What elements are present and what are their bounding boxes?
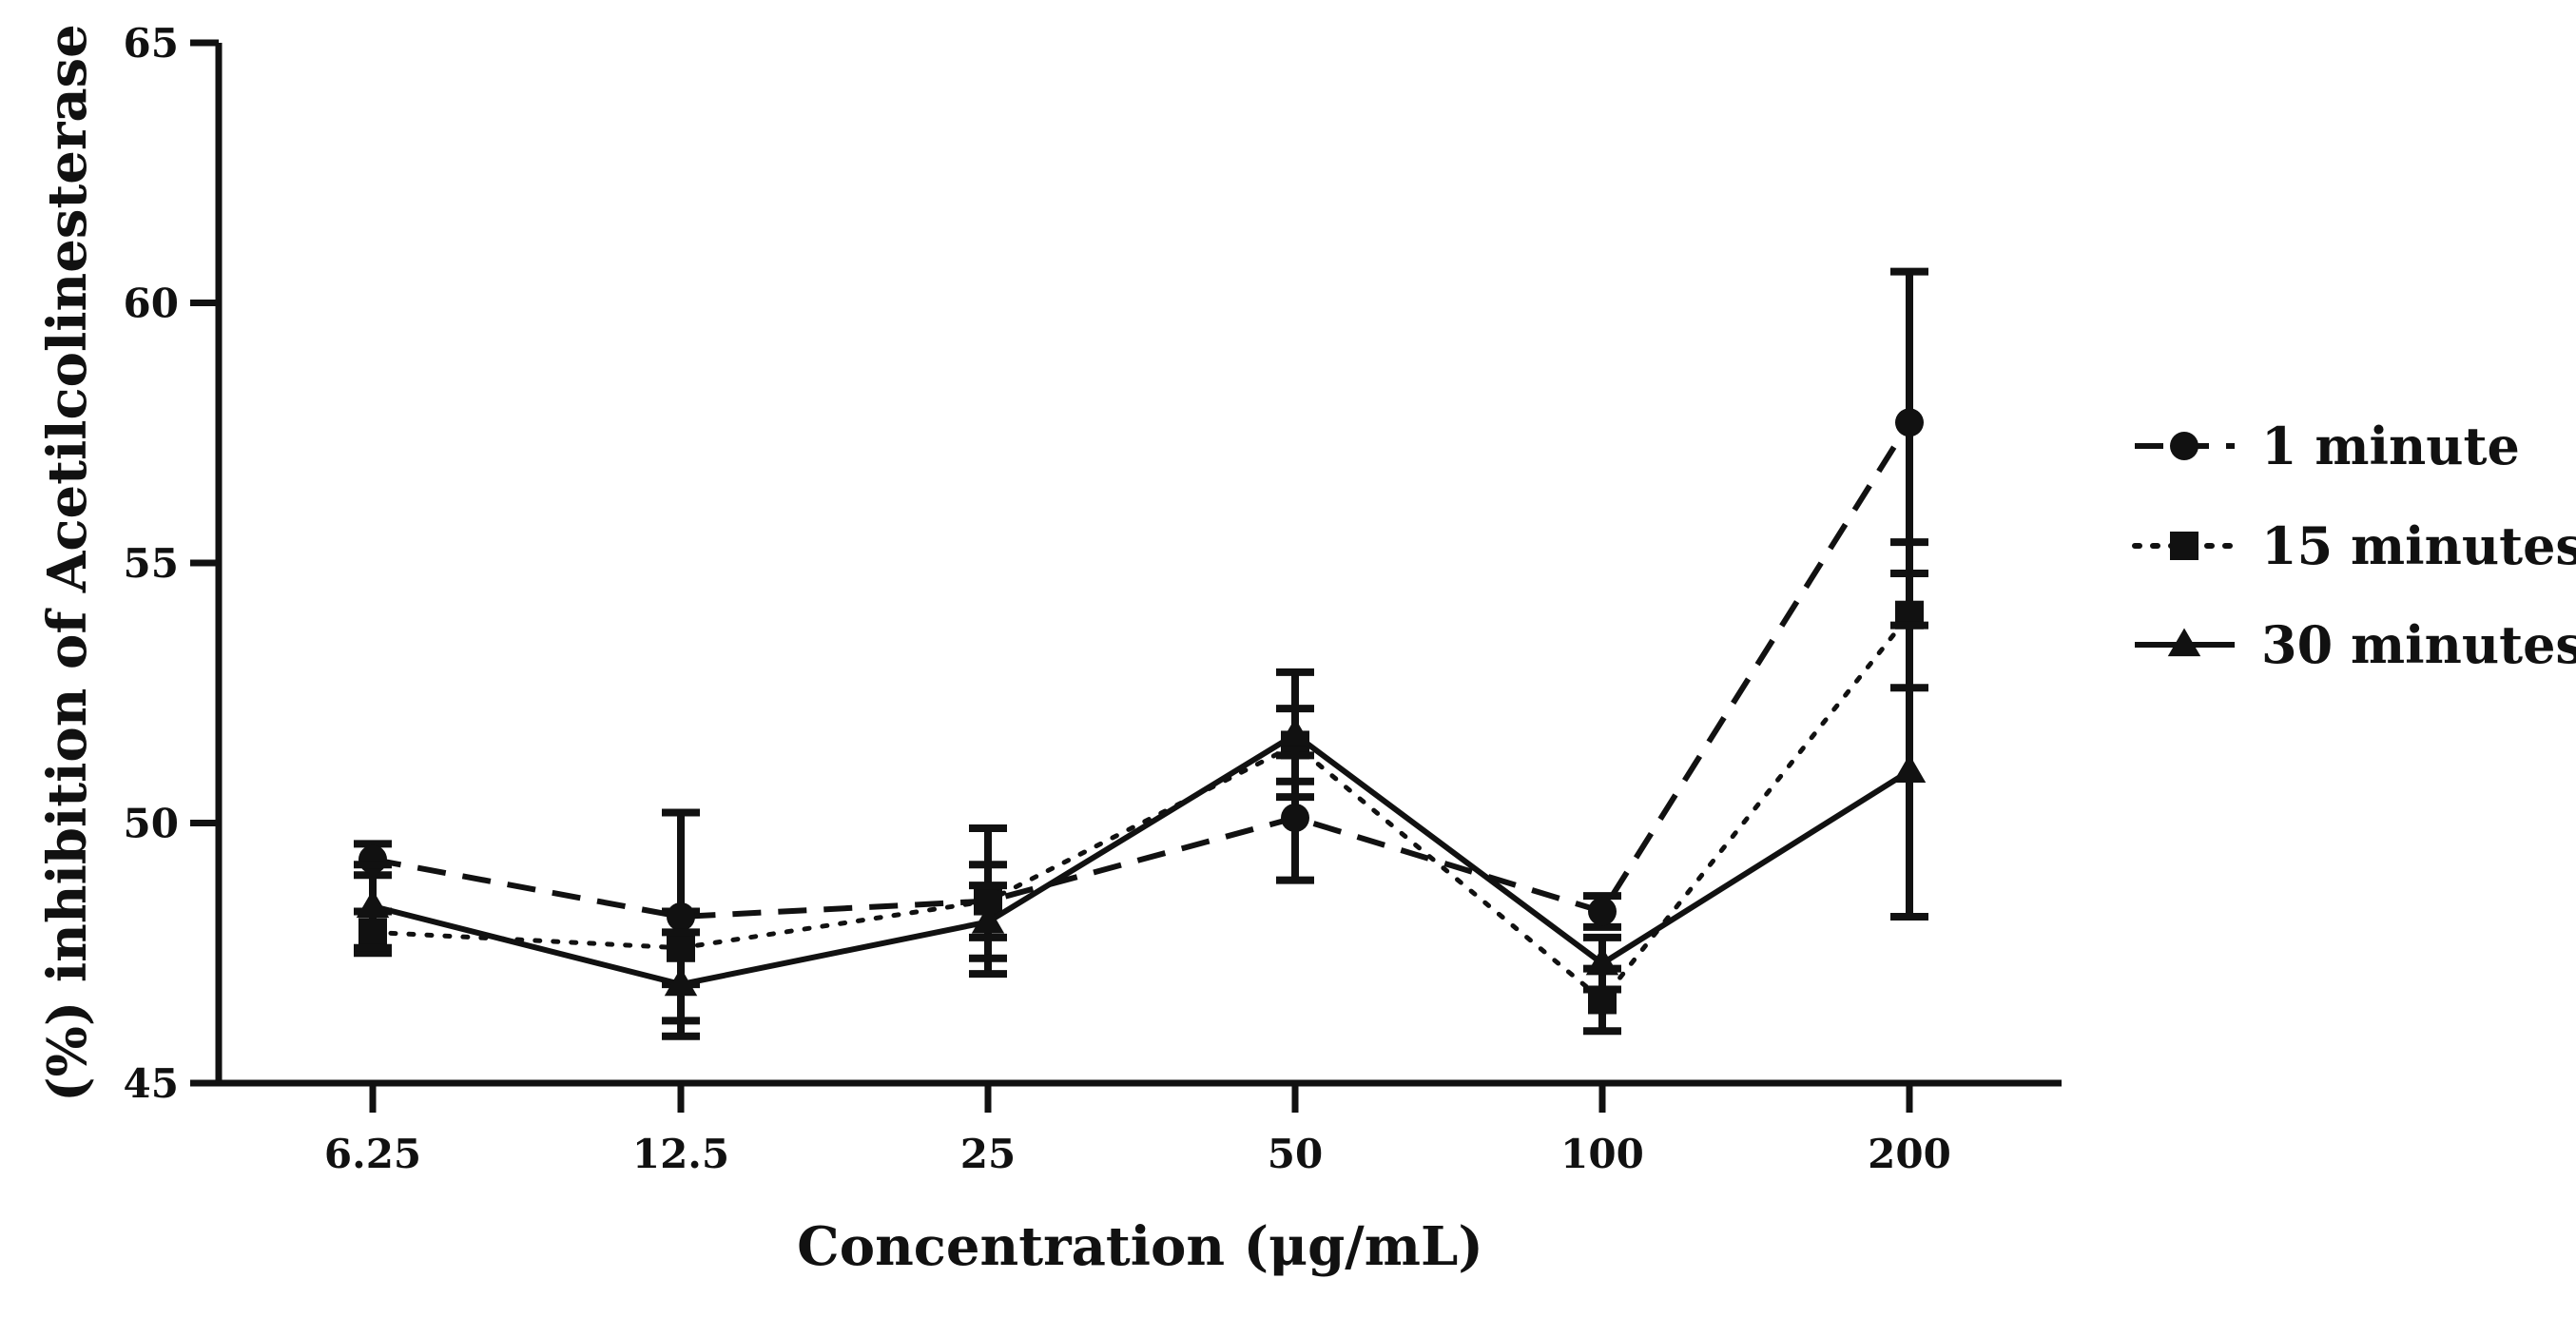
legend-label: 1 minute xyxy=(2261,416,2520,476)
series-triangle xyxy=(354,621,1928,1040)
series-line xyxy=(372,420,1912,920)
y-tick-label: 60 xyxy=(124,281,179,327)
legend-label: 30 minutes xyxy=(2261,614,2576,675)
y-tick-label: 45 xyxy=(124,1060,179,1107)
legend-item: 15 minutes xyxy=(2132,515,2576,576)
x-axis-label: Concentration (μg/mL) xyxy=(797,1215,1483,1278)
data-point xyxy=(1588,897,1617,926)
legend-label: 15 minutes xyxy=(2261,515,2576,576)
legend-marker xyxy=(2167,628,2201,657)
series-line xyxy=(372,730,1911,988)
axes xyxy=(215,43,2062,1087)
data-point xyxy=(971,904,1005,934)
x-ticks: 6.25 12.5 25 50 100 200 xyxy=(324,1083,1951,1177)
legend-marker xyxy=(2170,532,2198,560)
x-tick-label: 50 xyxy=(1268,1131,1323,1177)
x-tick-label: 6.25 xyxy=(324,1131,421,1177)
data-point xyxy=(1278,717,1312,746)
data-point xyxy=(1281,804,1309,833)
legend-item: 1 minute xyxy=(2135,416,2520,476)
legend-item: 30 minutes xyxy=(2135,614,2576,675)
series-layer xyxy=(354,267,1928,1040)
x-tick-label: 12.5 xyxy=(632,1131,729,1177)
x-tick-label: 200 xyxy=(1868,1131,1951,1177)
series-square xyxy=(354,538,1928,1036)
data-point xyxy=(1585,946,1619,976)
legend: 1 minute 15 minutes 30 minutes xyxy=(2132,416,2576,675)
y-ticks: 45 50 55 60 65 xyxy=(124,20,219,1107)
series-circle xyxy=(354,267,1928,1025)
data-point xyxy=(1895,408,1924,437)
data-point xyxy=(356,889,390,919)
y-axis-label: (%) inhibition of Acetilcolinesterase xyxy=(36,24,99,1102)
legend-marker xyxy=(2170,432,2198,460)
data-point xyxy=(667,901,695,931)
y-tick-label: 65 xyxy=(124,20,179,67)
x-tick-label: 100 xyxy=(1560,1131,1644,1177)
x-tick-label: 25 xyxy=(960,1131,1016,1177)
data-point xyxy=(664,967,698,997)
y-tick-label: 50 xyxy=(124,801,179,847)
data-point xyxy=(1892,754,1927,783)
series-line xyxy=(370,612,1912,1004)
y-tick-label: 55 xyxy=(124,540,179,587)
